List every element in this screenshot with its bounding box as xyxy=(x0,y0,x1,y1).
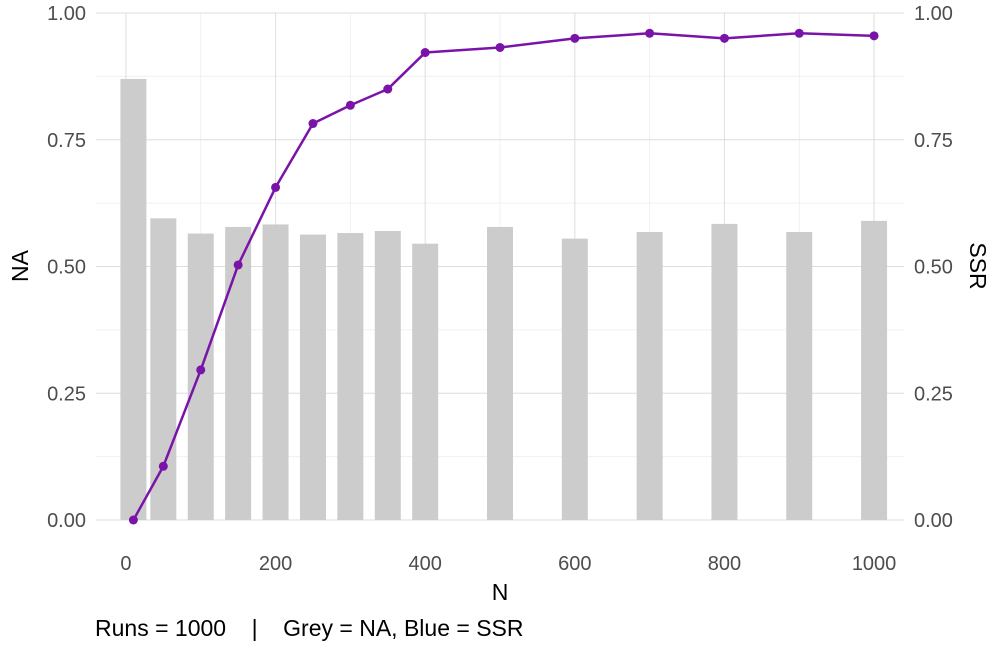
ssr-point xyxy=(495,42,505,52)
x-tick-label: 400 xyxy=(408,553,441,575)
x-tick-label: 200 xyxy=(259,553,292,575)
ssr-point xyxy=(308,119,318,129)
x-tick-label: 600 xyxy=(558,553,591,575)
na-bar xyxy=(636,232,663,521)
ssr-point xyxy=(869,31,879,41)
ssr-point xyxy=(128,515,138,525)
na-bar xyxy=(412,243,439,520)
ssr-point xyxy=(271,182,281,192)
ssr-point xyxy=(645,28,655,38)
na-bar xyxy=(786,232,813,521)
y-tick-label-right: 0.00 xyxy=(914,510,953,532)
y-tick-label-right: 0.50 xyxy=(914,257,953,279)
y-tick-label-right: 0.25 xyxy=(914,383,953,405)
ssr-point xyxy=(719,33,729,43)
y-axis-title-left: NA xyxy=(7,249,33,282)
y-tick-label-left: 1.00 xyxy=(47,3,86,25)
na-bar xyxy=(150,218,177,520)
x-tick-label: 0 xyxy=(120,553,131,575)
na-bar xyxy=(711,223,738,521)
na-bar xyxy=(262,224,289,520)
axis-ticks: 0 200 400 600 800 1000 0.00 0.25 0.50 0.75 1.00 0.0… xyxy=(47,3,953,575)
ssr-line-series xyxy=(128,28,879,525)
na-bar xyxy=(187,233,214,521)
y-tick-label-left: 0.25 xyxy=(47,383,86,405)
ssr-point xyxy=(383,84,393,94)
na-bar xyxy=(120,78,147,520)
na-bar xyxy=(337,233,364,520)
na-bars xyxy=(120,78,888,521)
y-tick-label-right: 1.00 xyxy=(914,3,953,25)
na-bar xyxy=(487,226,513,521)
y-tick-label-left: 0.75 xyxy=(47,130,86,152)
na-bar xyxy=(561,238,588,521)
ssr-point xyxy=(420,48,430,58)
ssr-point xyxy=(233,260,243,270)
na-bar xyxy=(374,231,401,520)
y-tick-label-right: 0.75 xyxy=(914,130,953,152)
y-tick-label-left: 0.00 xyxy=(47,510,86,532)
x-tick-label: 800 xyxy=(708,553,741,575)
y-axis-title-right: SSR xyxy=(965,242,991,289)
na-bar xyxy=(861,220,888,520)
ssr-point xyxy=(196,365,206,375)
ssr-point xyxy=(794,28,804,38)
x-axis-title: N xyxy=(492,579,509,605)
ssr-point xyxy=(345,100,355,110)
ssr-point xyxy=(570,33,580,43)
na-bar xyxy=(299,234,326,520)
y-tick-label-left: 0.50 xyxy=(47,257,86,279)
ssr-point xyxy=(158,461,168,471)
na-bar xyxy=(225,226,252,521)
chart-caption: Runs = 1000 | Grey = NA, Blue = SSR xyxy=(95,615,524,641)
x-tick-label: 1000 xyxy=(852,553,897,575)
